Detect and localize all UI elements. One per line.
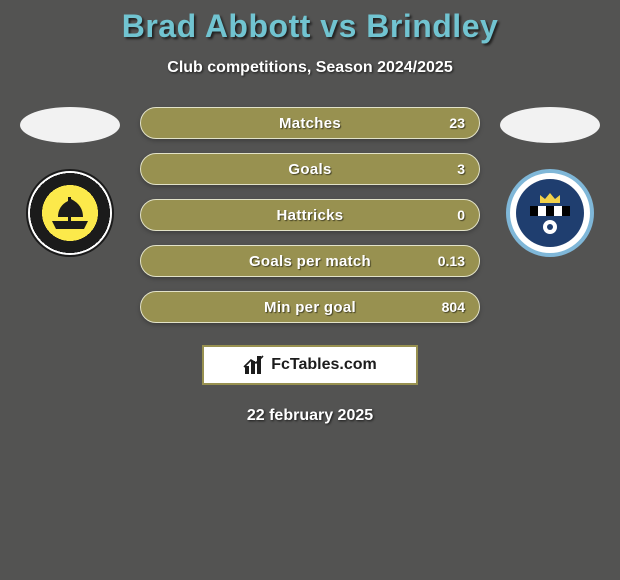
club-badge-left: [26, 169, 114, 257]
badge-inner: [516, 179, 584, 247]
stat-value: 0.13: [438, 253, 465, 269]
stat-value: 3: [457, 161, 465, 177]
brand-box: FcTables.com: [202, 345, 418, 385]
infographic-container: Brad Abbott vs Brindley Club competition…: [0, 0, 620, 425]
date-text: 22 february 2025: [0, 407, 620, 425]
club-badge-right: [506, 169, 594, 257]
player-silhouette-left: [20, 107, 120, 143]
stat-bars: Matches 23 Goals 3 Hattricks 0 Goals per…: [140, 107, 480, 323]
content-row: Matches 23 Goals 3 Hattricks 0 Goals per…: [0, 107, 620, 323]
stat-label: Hattricks: [277, 207, 344, 224]
subtitle: Club competitions, Season 2024/2025: [0, 59, 620, 77]
left-player-column: [20, 107, 120, 257]
ship-icon: [46, 189, 94, 237]
player-silhouette-right: [500, 107, 600, 143]
stat-label: Goals per match: [249, 253, 371, 270]
stat-bar-min-per-goal: Min per goal 804: [140, 291, 480, 323]
stat-bar-goals: Goals 3: [140, 153, 480, 185]
brand-text: FcTables.com: [271, 356, 377, 374]
ball-icon: [530, 219, 570, 235]
stat-bar-hattricks: Hattricks 0: [140, 199, 480, 231]
stat-bar-matches: Matches 23: [140, 107, 480, 139]
page-title: Brad Abbott vs Brindley: [0, 8, 620, 45]
stat-value: 23: [449, 115, 465, 131]
right-player-column: [500, 107, 600, 257]
bar-chart-icon: [243, 354, 265, 376]
stat-label: Min per goal: [264, 299, 356, 316]
stat-value: 0: [457, 207, 465, 223]
stat-value: 804: [442, 299, 465, 315]
checker-pattern: [530, 206, 570, 216]
crown-icon: [538, 191, 562, 203]
stat-label: Matches: [279, 115, 341, 132]
stat-label: Goals: [288, 161, 331, 178]
stat-bar-goals-per-match: Goals per match 0.13: [140, 245, 480, 277]
